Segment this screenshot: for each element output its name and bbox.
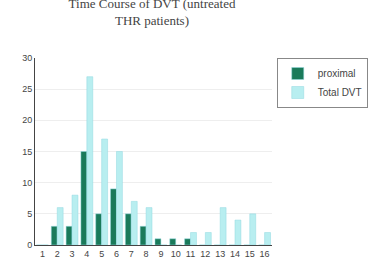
svg-text:12: 12	[200, 249, 210, 259]
svg-text:2: 2	[55, 249, 60, 259]
svg-text:1: 1	[40, 249, 45, 259]
svg-text:4: 4	[84, 249, 89, 259]
svg-text:15: 15	[22, 147, 32, 157]
svg-text:Time Course of DVT (untreatedT: Time Course of DVT (untreatedTHR patient…	[69, 0, 236, 28]
svg-text:5: 5	[99, 249, 104, 259]
svg-text:proximal: proximal	[318, 68, 356, 79]
svg-text:14: 14	[230, 249, 240, 259]
svg-text:25: 25	[22, 84, 32, 94]
svg-text:15: 15	[245, 249, 255, 259]
svg-text:Total DVT: Total DVT	[318, 87, 362, 98]
svg-text:5: 5	[27, 209, 32, 219]
svg-text:30: 30	[22, 53, 32, 63]
svg-text:20: 20	[22, 115, 32, 125]
svg-text:9: 9	[158, 249, 163, 259]
svg-text:10: 10	[22, 178, 32, 188]
svg-text:11: 11	[186, 249, 195, 259]
svg-text:3: 3	[70, 249, 75, 259]
svg-text:13: 13	[215, 249, 225, 259]
svg-text:7: 7	[129, 249, 134, 259]
svg-text:10: 10	[171, 249, 181, 259]
svg-text:6: 6	[114, 249, 119, 259]
svg-text:16: 16	[260, 249, 270, 259]
svg-text:8: 8	[144, 249, 149, 259]
svg-text:0: 0	[27, 240, 32, 250]
